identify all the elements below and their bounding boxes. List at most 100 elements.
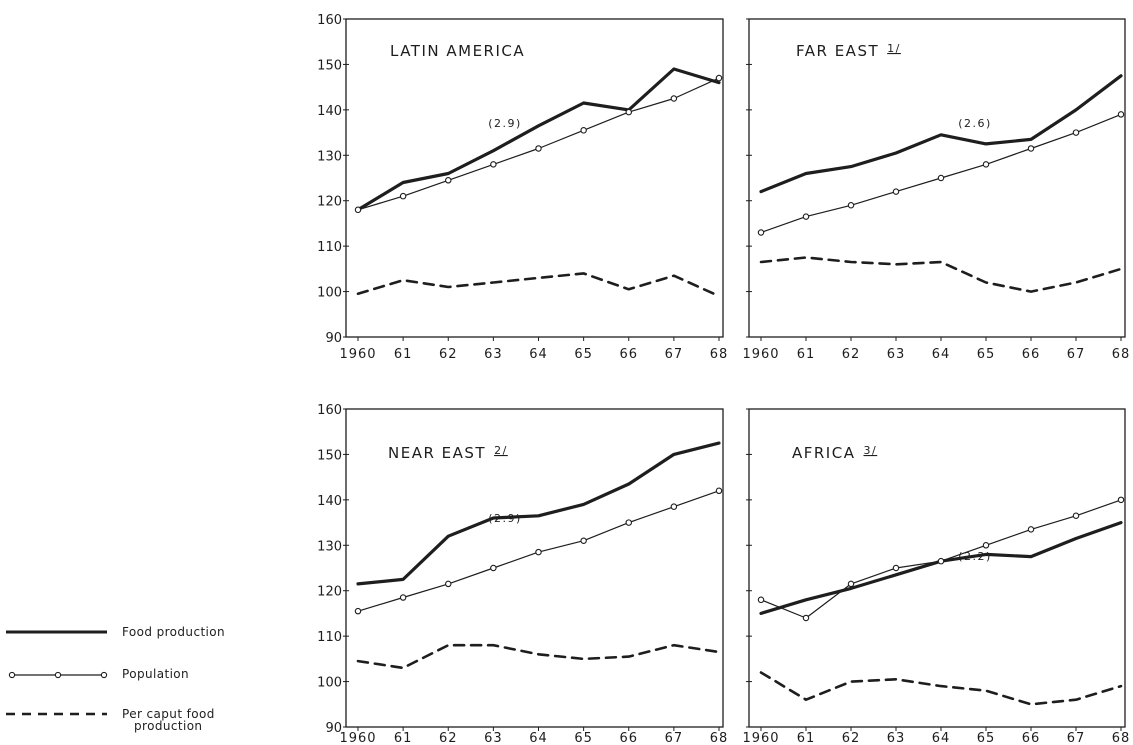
- data-point-population: [1027, 145, 1035, 152]
- x-tick-label: 62: [439, 347, 458, 362]
- data-point-population: [535, 145, 542, 152]
- y-tick-label: 160: [317, 13, 342, 28]
- series-line-per-caput: [759, 671, 1123, 706]
- y-tick-label: 100: [317, 676, 342, 691]
- y-tick-label: 150: [317, 58, 342, 73]
- data-point-population: [937, 174, 945, 182]
- y-tick-label: 100: [317, 286, 342, 301]
- data-point-population: [802, 614, 810, 622]
- x-tick-label: 66: [1022, 347, 1041, 362]
- data-point-population: [847, 202, 855, 209]
- data-point-population: [847, 580, 855, 588]
- plot-frame: [748, 18, 1126, 338]
- data-point-population: [354, 206, 362, 214]
- data-point-population: [580, 537, 587, 544]
- y-tick-label: 90: [325, 721, 342, 736]
- legend-food-production-label: Food production: [122, 625, 226, 639]
- legend-per-caput-label-line2: production: [134, 719, 203, 733]
- series-line-per-caput: [356, 272, 721, 298]
- panel-title-footnote-mark: 3/: [863, 444, 877, 457]
- panel-title-footnote-mark: 1/: [887, 42, 901, 55]
- x-tick-label: 63: [887, 347, 906, 362]
- data-point-population: [1117, 111, 1125, 118]
- panel-title-footnote-mark: 2/: [494, 444, 508, 457]
- series-line-population: [357, 77, 720, 211]
- x-tick-label: 68: [1112, 731, 1131, 745]
- x-tick-label: 66: [1022, 731, 1041, 745]
- legend-population-marker: [100, 671, 108, 679]
- chart-panel: 1960 61 62 63 64 65 66 67 68 FAR EAST 1/ (2.6): [742, 18, 1131, 362]
- data-point-population: [802, 213, 810, 220]
- data-point-population: [937, 557, 945, 565]
- x-tick-label: 63: [887, 731, 906, 745]
- data-point-population: [490, 564, 497, 572]
- x-tick-label: 1960: [742, 347, 779, 362]
- y-tick-label: 90: [325, 331, 342, 346]
- panel-title: AFRICA 3/: [792, 444, 877, 462]
- data-point-population: [757, 596, 765, 604]
- x-tick-label: 64: [529, 347, 548, 362]
- data-point-population: [757, 229, 765, 236]
- x-tick-label: 67: [1067, 347, 1086, 362]
- y-tick-label: 130: [317, 539, 342, 554]
- data-point-population: [715, 487, 723, 495]
- x-tick-label: 68: [1112, 347, 1131, 362]
- plot-frame: [748, 408, 1126, 728]
- x-tick-label: 65: [977, 347, 996, 362]
- x-tick-label: 67: [1067, 731, 1086, 745]
- data-point-population: [892, 188, 900, 195]
- x-tick-label: 64: [932, 731, 951, 745]
- panel-title: NEAR EAST 2/: [388, 444, 508, 462]
- data-point-population: [399, 192, 407, 200]
- panel-title: FAR EAST 1/: [796, 42, 901, 60]
- growth-rate-label: (2.6): [958, 117, 992, 130]
- x-tick-label: 61: [797, 347, 816, 362]
- data-point-population: [1117, 496, 1125, 504]
- panel-title: LATIN AMERICA: [390, 42, 525, 60]
- y-tick-label: 110: [317, 630, 342, 645]
- data-point-population: [1072, 129, 1080, 136]
- data-point-population: [625, 519, 632, 526]
- x-tick-label: 63: [484, 347, 503, 362]
- x-tick-label: 65: [574, 731, 593, 745]
- y-tick-label: 140: [317, 494, 342, 509]
- y-tick-label: 150: [317, 448, 342, 463]
- data-point-population: [580, 127, 587, 134]
- x-tick-label: 66: [619, 347, 638, 362]
- y-tick-label: 140: [317, 104, 342, 119]
- data-point-population: [490, 161, 497, 168]
- y-tick-label: 120: [317, 195, 342, 210]
- chart-panel: 90 100 110 120 130 140 150 160 1960 61 62 63 64 65 66 6…: [317, 403, 727, 745]
- data-point-population: [1027, 526, 1035, 533]
- series-line-per-caput: [759, 256, 1123, 293]
- legend-per-caput-label-line1: Per caput food: [122, 707, 215, 721]
- plot-frame: [345, 408, 724, 728]
- x-tick-label: 1960: [339, 347, 376, 362]
- y-tick-label: 130: [317, 149, 342, 164]
- plot-frame: [345, 18, 724, 338]
- x-tick-label: 62: [842, 731, 861, 745]
- x-tick-label: 67: [665, 347, 684, 362]
- series-line-food-production: [356, 67, 721, 212]
- x-tick-label: 65: [977, 731, 996, 745]
- x-tick-label: 65: [574, 347, 593, 362]
- data-point-population: [399, 594, 407, 601]
- data-point-population: [715, 74, 723, 82]
- x-tick-label: 61: [797, 731, 816, 745]
- data-point-population: [354, 607, 362, 615]
- legend-swatches: [6, 630, 108, 716]
- x-tick-label: 68: [710, 347, 729, 362]
- series-line-food-production: [356, 441, 721, 586]
- y-tick-label: 120: [317, 585, 342, 600]
- chart-panel: 90 100 110 120 130 140 150 160 1960 61 62 63 64 65 66 6…: [317, 13, 729, 362]
- x-tick-label: 1960: [339, 731, 376, 745]
- data-point-population: [982, 542, 990, 549]
- series-line-food-production: [759, 520, 1123, 616]
- x-tick-label: 67: [665, 731, 684, 745]
- x-tick-label: 1960: [742, 731, 779, 745]
- data-point-population: [625, 108, 632, 116]
- x-tick-label: 63: [484, 731, 503, 745]
- x-tick-label: 62: [842, 347, 861, 362]
